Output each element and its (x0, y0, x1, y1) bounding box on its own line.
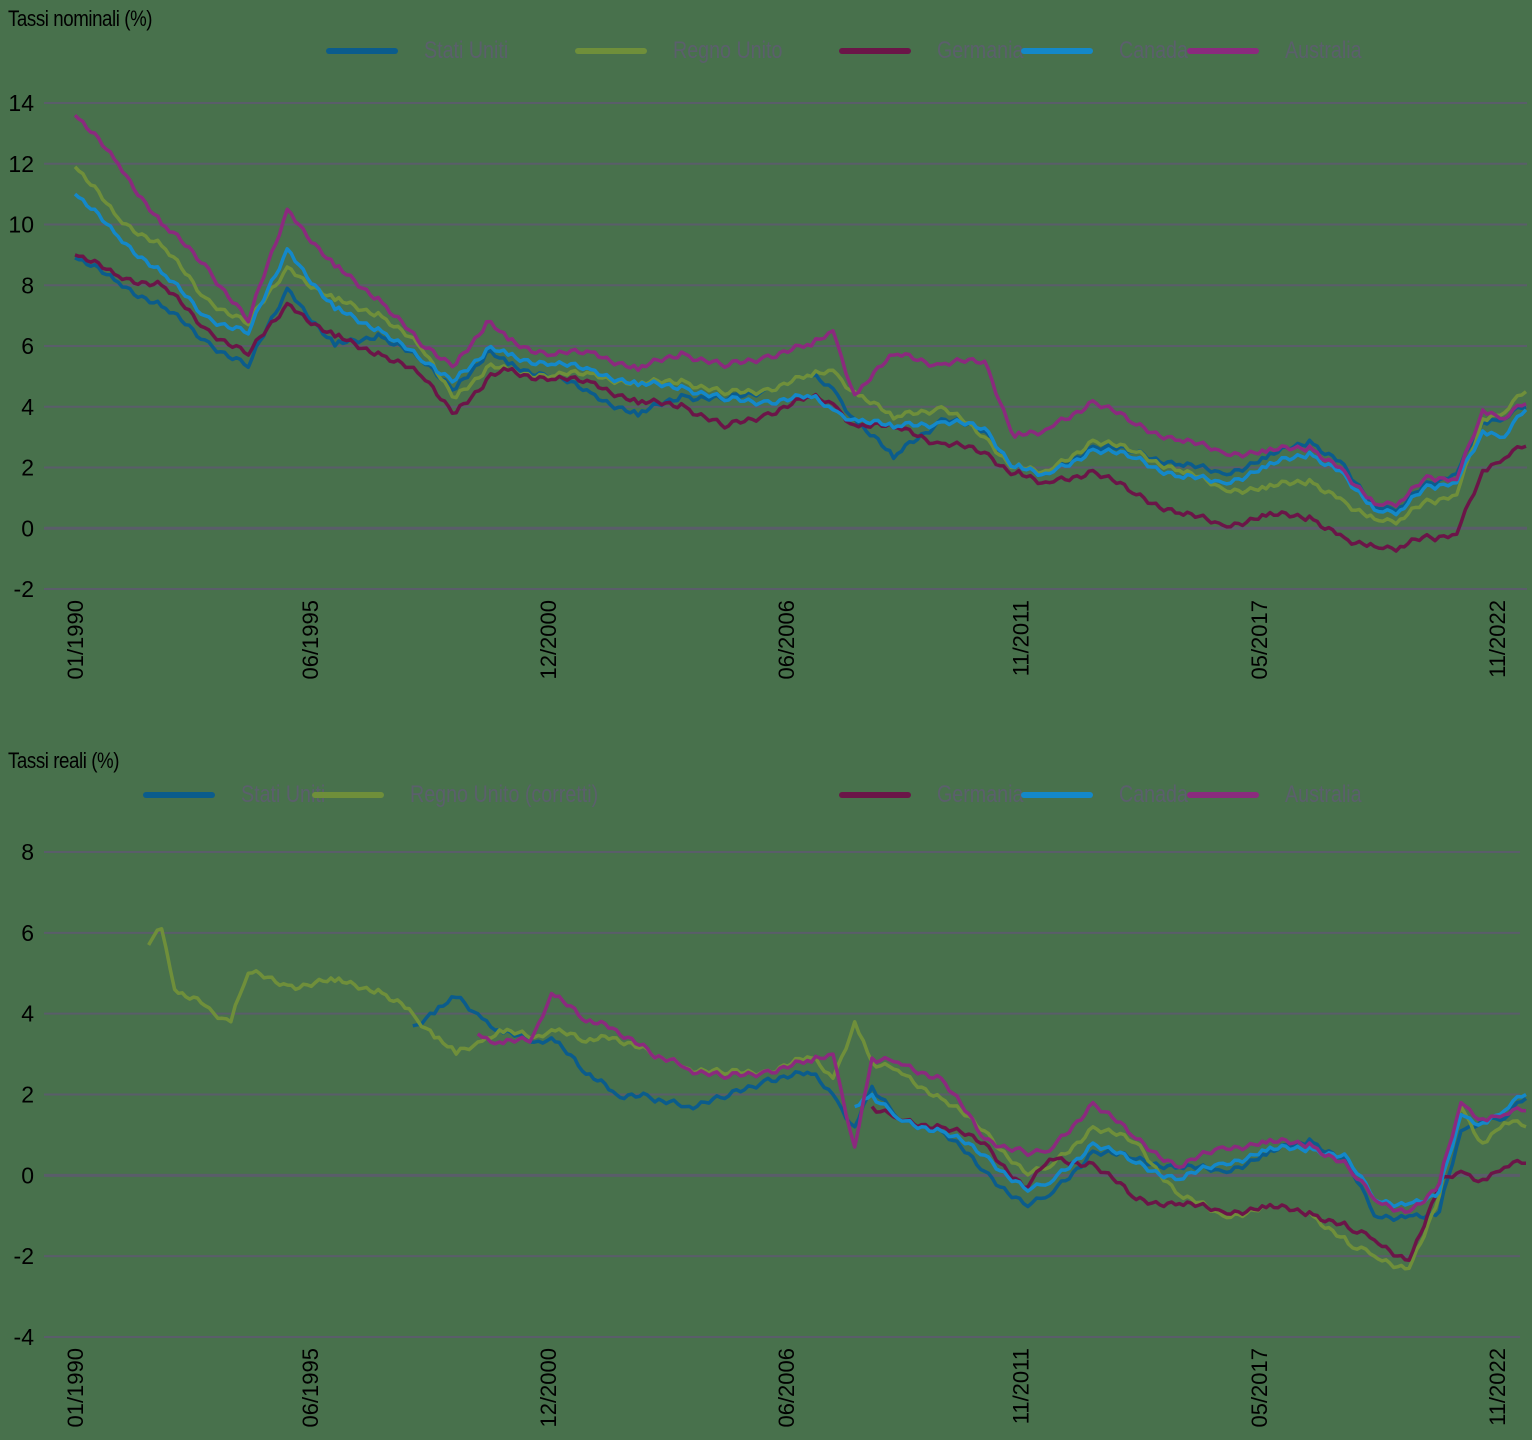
y-tick-label: 0 (21, 515, 34, 541)
legend-swatch-canada (1021, 792, 1093, 798)
legend-swatch-germania (839, 48, 911, 54)
series-line-stati-uniti (74, 256, 1527, 514)
legend-item-canada: Canada (1021, 36, 1203, 66)
y-tick-label: 10 (8, 212, 34, 238)
legend-label: Germania (937, 781, 1024, 808)
bottom-chart-legend: Stati Uniti Regno Unito (corretti) Germa… (0, 780, 1532, 810)
series-line-stati-uniti (412, 995, 1528, 1223)
legend-label: Australia (1285, 781, 1362, 808)
legend-swatch-australia (1187, 792, 1259, 798)
legend-item-stati-uniti: Stati Uniti (326, 36, 527, 66)
legend-label: Stati Uniti (424, 37, 509, 64)
y-tick-label: 6 (21, 920, 34, 946)
x-tick-label: 05/2017 (1247, 600, 1272, 680)
top-chart-legend: Stati Uniti Regno Unito Germania Canada … (0, 36, 1532, 66)
legend-label: Canada (1119, 781, 1188, 808)
legend-item-germania: Germania (839, 36, 1042, 66)
legend-swatch-australia (1187, 48, 1259, 54)
series-line-germania (870, 1105, 1526, 1262)
x-tick-label: 12/2000 (536, 1348, 561, 1428)
y-tick-label: 8 (21, 272, 34, 298)
series-line-australia (73, 113, 1527, 508)
legend-swatch-stati-uniti (143, 792, 215, 798)
x-tick-label: 11/2011 (1009, 600, 1034, 676)
x-tick-label: 06/1995 (298, 600, 323, 680)
x-tick-label: 05/2017 (1247, 1348, 1272, 1428)
legend-swatch-regno-unito (312, 792, 384, 798)
legend-label: Australia (1285, 37, 1362, 64)
legend-label: Germania (937, 37, 1024, 64)
y-tick-label: -2 (14, 1243, 34, 1269)
x-tick-label: 06/1995 (298, 1348, 323, 1428)
x-tick-label: 01/1990 (63, 1348, 88, 1428)
y-tick-label: 14 (8, 90, 34, 116)
legend-label: Regno Unito (corretti) (410, 781, 599, 808)
y-tick-label: 6 (21, 333, 34, 359)
x-tick-label: 06/2006 (774, 600, 799, 680)
x-tick-label: 12/2000 (536, 600, 561, 680)
legend-item-australia: Australia (1187, 780, 1378, 810)
top-chart-title: Tassi nominali (%) (8, 6, 153, 31)
legend-label: Stati Uniti (241, 781, 326, 808)
legend-item-canada: Canada (1021, 780, 1203, 810)
legend-swatch-canada (1021, 48, 1093, 54)
y-tick-label: 12 (8, 151, 34, 177)
y-tick-label: 2 (21, 1082, 34, 1108)
legend-item-stati-uniti: Stati Uniti (143, 780, 344, 810)
legend-item-germania: Germania (839, 780, 1042, 810)
y-tick-label: 0 (21, 1162, 34, 1188)
legend-item-australia: Australia (1187, 36, 1378, 66)
series-line-canada (73, 192, 1528, 517)
real-rates-plot: 8 6 4 2 0 -2 -4 01/1990 06/1995 12/2000 06/2006 11/… (14, 839, 1528, 1428)
series-line-germania (74, 253, 1527, 553)
legend-label: Regno Unito (673, 37, 783, 64)
x-tick-label: 06/2006 (774, 1348, 799, 1428)
legend-swatch-regno-unito (575, 48, 647, 54)
series-line-canada (854, 1092, 1527, 1209)
y-tick-label: -2 (14, 576, 34, 602)
nominal-rates-plot: 14 12 10 8 6 4 2 0 -2 01/1990 06/1995 12/2000 06/200… (8, 90, 1528, 680)
y-tick-label: -4 (14, 1324, 35, 1350)
series-line-australia (476, 991, 1527, 1214)
y-tick-label: 8 (21, 839, 34, 865)
legend-item-regno-unito: Regno Unito (corretti) (312, 780, 639, 810)
x-tick-label: 01/1990 (63, 600, 88, 680)
x-tick-label: 11/2022 (1485, 1348, 1510, 1426)
y-tick-label: 4 (21, 1001, 34, 1027)
legend-item-regno-unito: Regno Unito (575, 36, 806, 66)
bottom-chart-title: Tassi reali (%) (8, 748, 120, 773)
x-tick-label: 11/2011 (1009, 1348, 1034, 1424)
y-tick-label: 4 (21, 394, 34, 420)
x-tick-label: 11/2022 (1485, 600, 1510, 678)
legend-swatch-stati-uniti (326, 48, 398, 54)
y-tick-label: 2 (21, 455, 34, 481)
legend-swatch-germania (839, 792, 911, 798)
legend-label: Canada (1119, 37, 1188, 64)
